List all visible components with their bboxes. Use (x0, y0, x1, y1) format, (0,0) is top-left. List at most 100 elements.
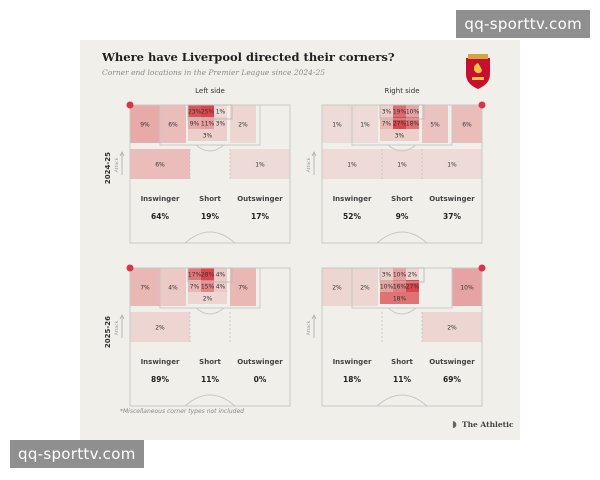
panel-2-type-outswinger-value: 37% (443, 212, 461, 221)
panel-3-zone-left-inner-fill (160, 268, 186, 306)
panel-2-zone-deep-right-fill (422, 149, 482, 179)
panel-2-zone-deep-center-label: 1% (397, 161, 407, 168)
panel-2-zone-six-mid-2-fill (406, 117, 419, 129)
panel-1-attack-arrowhead (119, 151, 125, 157)
panel-2-zone-six-bottom-fill (380, 129, 419, 141)
panel-1-penalty-arc (195, 144, 225, 152)
watermark-bottom: qq-sporttv.com (10, 440, 144, 468)
panel-3-zone-six-mid-2-fill (214, 280, 227, 292)
panel-2-zone-six-mid-1-label: 27% (393, 120, 407, 127)
panel-2-attack-label: Attack (306, 157, 312, 172)
panel-2-centre-arc (376, 231, 428, 244)
panel-3-zone-left-wide-label: 7% (140, 284, 150, 291)
panel-4-type-short-label: Short (391, 358, 413, 366)
panel-4-zone-six-top-2-label: 2% (408, 271, 418, 278)
panel-1-six-yard-box (187, 104, 233, 120)
panel-3-zone-six-top-2-label: 4% (216, 271, 226, 278)
panel-3-zone-six-mid-1-label: 15% (201, 283, 215, 290)
panel-2-zone-left-inner-fill (352, 105, 378, 143)
panel-2-zone-six-mid-2-label: 18% (406, 120, 420, 127)
athletic-logo-icon: ◗ (452, 420, 457, 430)
panel-4-type-inswinger-label: Inswinger (333, 358, 372, 366)
panel-3-zone-right-inner-label: 7% (238, 284, 248, 291)
panel-2-zone-six-top-1-label: 19% (393, 108, 407, 115)
side-label-right: Right side (385, 87, 420, 95)
panel-1-zone-right-inner-fill (230, 105, 256, 143)
panel-4-attack-arrowhead (311, 314, 317, 320)
panel-3-zone-six-top-1-fill (201, 268, 214, 280)
panel-3-corner-marker (126, 264, 134, 272)
panel-1-zone-deep-right-label: 1% (255, 161, 265, 168)
panel-4-zone-right-wide-fill (452, 268, 482, 306)
panel-4-zone-deep-right-fill (422, 312, 482, 342)
panel-2-zone-left-inner-label: 1% (360, 121, 370, 128)
panel-4-zone-six-mid-2-fill (406, 280, 419, 292)
panel-3-zone-six-top-1-label: 28% (201, 271, 215, 278)
panel-4-zone-six-top-0-label: 3% (382, 271, 392, 278)
panel-1-zone-six-bottom-fill (188, 129, 227, 141)
panel-2-zone-deep-left-fill (322, 149, 382, 179)
panel-3-type-inswinger-label: Inswinger (141, 358, 180, 366)
panel-3-zone-six-bottom-fill (188, 292, 227, 304)
panel-2-penalty-arc (387, 144, 417, 152)
panel-2-zone-deep-center-fill (382, 149, 422, 179)
footnote: *Miscellaneous corner types not included (120, 408, 244, 415)
panel-3-centre-arc (184, 394, 236, 407)
page-title: Where have Liverpool directed their corn… (102, 50, 395, 64)
panel-4-zone-left-inner-fill (352, 268, 378, 306)
panel-1-zone-six-top-2-label: 1% (216, 108, 226, 115)
panel-3-zone-six-bottom-label: 2% (203, 295, 213, 302)
season-label-2024-25: 2024-25 (104, 152, 112, 184)
panel-1-zone-deep-right-fill (230, 149, 290, 179)
panel-2-type-short-label: Short (391, 195, 413, 203)
panel-1-zone-deep-left-fill (130, 149, 190, 179)
panel-2-zone-six-mid-1-fill (393, 117, 406, 129)
panel-1-zone-deep-left-label: 6% (155, 161, 165, 168)
panel-3-zone-six-mid-0-label: 7% (190, 283, 200, 290)
panel-2-zone-deep-left-label: 1% (347, 161, 357, 168)
panel-2-zone-six-mid-0-fill (380, 117, 393, 129)
watermark-top: qq-sporttv.com (456, 10, 590, 38)
panel-2-type-outswinger-label: Outswinger (429, 195, 475, 203)
panel-2-type-short-value: 9% (396, 212, 409, 221)
panel-2-zone-right-wide-label: 6% (462, 121, 472, 128)
panel-1-zone-six-mid-0-fill (188, 117, 201, 129)
panel-4-zone-six-top-1-label: 10% (393, 271, 407, 278)
panel-4-zone-six-mid-0-fill (380, 280, 393, 292)
panel-4-zone-six-mid-1-fill (393, 280, 406, 292)
panel-3-zone-six-mid-1-fill (201, 280, 214, 292)
panel-2-zone-right-wide-fill (452, 105, 482, 143)
season-label-2025-26: 2025-26 (104, 316, 112, 348)
panel-4-zone-six-mid-2-label: 27% (406, 283, 420, 290)
panel-4-six-yard-box (379, 267, 425, 283)
panel-4-centre-arc (376, 394, 428, 407)
panel-4-zone-six-top-0-fill (380, 268, 393, 280)
panel-1-zone-right-inner-label: 2% (238, 121, 248, 128)
panel-2-zone-left-wide-label: 1% (332, 121, 342, 128)
panel-2-zone-six-mid-0-label: 7% (382, 120, 392, 127)
panel-1-zone-left-wide-label: 9% (140, 121, 150, 128)
page-subtitle: Corner end locations in the Premier Leag… (102, 68, 325, 77)
panel-1-zone-six-mid-1-fill (201, 117, 214, 129)
panel-1-zone-left-wide-fill (130, 105, 160, 143)
panel-1-type-inswinger-value: 64% (151, 212, 169, 221)
panel-1-type-outswinger-label: Outswinger (237, 195, 283, 203)
panel-3-zone-six-top-0-label: 17% (188, 271, 202, 278)
panel-1-zone-left-inner-label: 6% (168, 121, 178, 128)
panel-2-zone-six-top-1-fill (393, 105, 406, 117)
panel-1-type-short-label: Short (199, 195, 221, 203)
panel-3-zone-deep-left-fill (130, 312, 190, 342)
panel-3-type-short-value: 11% (201, 375, 219, 384)
panel-4-zone-left-wide-label: 2% (332, 284, 342, 291)
panel-4-type-inswinger-value: 18% (343, 375, 361, 384)
corner-heatmap-chart: 9% 6%23% 25% 1%9% 11% 3%3%2%6% 1%AttackInswing… (104, 87, 486, 407)
panel-2-zone-six-bottom-label: 3% (395, 132, 405, 139)
panel-1-type-short-value: 19% (201, 212, 219, 221)
panel-1-zone-six-top-2-fill (214, 105, 227, 117)
panel-4-zone-six-top-2-fill (406, 268, 419, 280)
panel-2-zone-six-top-0-label: 3% (382, 108, 392, 115)
panel-3-type-inswinger-value: 89% (151, 375, 169, 384)
panel-1-zone-six-top-1-fill (201, 105, 214, 117)
panel-1-zone-six-mid-1-label: 11% (201, 120, 215, 127)
panel-1-zone-six-mid-0-label: 9% (190, 120, 200, 127)
